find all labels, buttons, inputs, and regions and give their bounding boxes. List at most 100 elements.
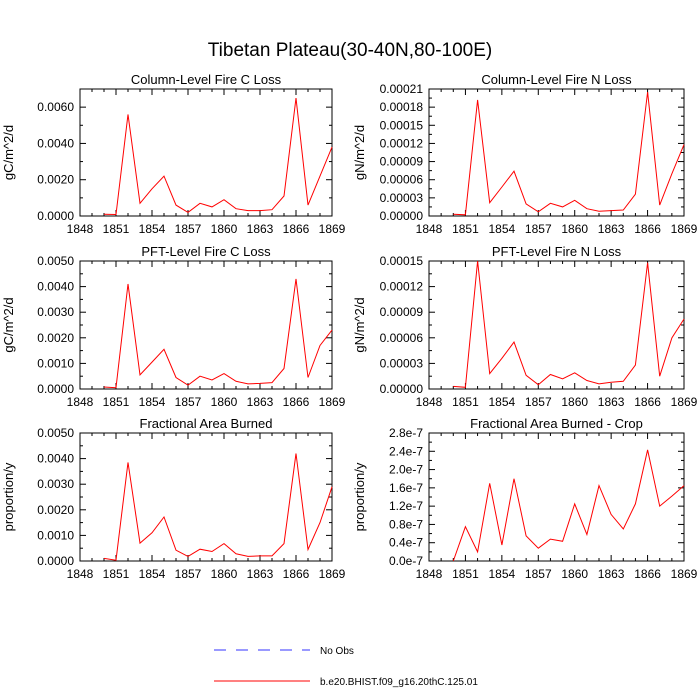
x-tick-label: 1848 (67, 222, 94, 236)
x-tick-label: 1863 (598, 395, 625, 409)
y-tick-label: 0.0050 (37, 254, 74, 268)
y-tick-label: 0.0040 (37, 280, 74, 294)
y-tick-label: 0.8e-7 (389, 517, 423, 531)
y-tick-label: 0.00009 (380, 155, 424, 169)
chart-panel-2: Column-Level Fire N Loss 1848 1851 1854 1857… (352, 72, 698, 236)
y-tick-label: 0.00003 (380, 356, 424, 370)
y-tick-label: 0.0050 (37, 426, 74, 440)
x-tick-label: 1863 (247, 222, 274, 236)
x-tick-label: 1851 (103, 567, 130, 581)
x-tick-label: 1869 (319, 395, 346, 409)
y-tick-label: 0.0020 (37, 331, 74, 345)
y-tick-label: 0.0020 (37, 503, 74, 517)
x-tick-label: 1854 (139, 395, 166, 409)
series-line (103, 278, 333, 389)
x-tick-label: 1866 (634, 222, 661, 236)
x-tick-label: 1860 (561, 395, 588, 409)
x-tick-label: 1851 (452, 222, 479, 236)
y-tick-label: 0.0060 (37, 100, 74, 114)
plot-frame (428, 432, 685, 562)
y-tick-label: 0.00018 (380, 100, 424, 114)
y-tick-label: 0.00003 (380, 191, 424, 205)
x-tick-label: 1854 (139, 222, 166, 236)
y-tick-label: 0.0000 (37, 554, 74, 568)
series-line (452, 449, 685, 562)
y-axis-label: gC/m^2/d (1, 297, 16, 352)
y-tick-label: 0.00012 (380, 136, 424, 150)
legend-series-label: b.e20.BHIST.f09_g16.20thC.125.01 (320, 677, 478, 688)
panel-title: PFT-Level Fire C Loss (141, 244, 271, 259)
x-tick-label: 1866 (283, 567, 310, 581)
panel-title: PFT-Level Fire N Loss (492, 244, 622, 259)
x-tick-label: 1857 (525, 567, 552, 581)
chart-panel-1: Column-Level Fire C Loss 1848 1851 1854 1857… (1, 72, 346, 236)
y-axis-label: proportion/y (352, 462, 367, 531)
panel-title: Fractional Area Burned - Crop (470, 416, 643, 431)
x-tick-label: 1860 (561, 222, 588, 236)
x-tick-label: 1866 (283, 222, 310, 236)
series-line (453, 260, 685, 388)
x-tick-label: 1869 (671, 222, 698, 236)
x-tick-label: 1866 (634, 395, 661, 409)
y-axis-label: gN/m^2/d (352, 297, 367, 352)
x-tick-label: 1857 (525, 222, 552, 236)
y-tick-label: 0.0040 (37, 452, 74, 466)
x-tick-label: 1854 (489, 395, 516, 409)
chart-panel-4: PFT-Level Fire N Loss 1848 1851 1854 1857 186… (352, 244, 698, 409)
y-tick-label: 0.00021 (380, 82, 424, 96)
panel-title: Column-Level Fire N Loss (481, 72, 632, 87)
y-tick-label: 0.00009 (380, 305, 424, 319)
x-tick-label: 1851 (452, 395, 479, 409)
x-tick-label: 1869 (671, 395, 698, 409)
y-tick-label: 1.6e-7 (389, 481, 423, 495)
series-line (103, 98, 333, 216)
x-tick-label: 1860 (211, 395, 238, 409)
y-tick-label: 0.00015 (380, 118, 424, 132)
y-tick-label: 0.0040 (37, 136, 74, 150)
chart-panel-5: Fractional Area Burned 1848 1851 1854 1857 18… (1, 416, 346, 581)
legend: No Obs b.e20.BHIST.f09_g16.20thC.125.01 (214, 646, 478, 688)
y-tick-label: 0.0010 (37, 528, 74, 542)
y-tick-label: 0.0e-7 (389, 554, 423, 568)
y-tick-label: 0.4e-7 (389, 536, 423, 550)
x-tick-label: 1851 (452, 567, 479, 581)
x-tick-label: 1866 (634, 567, 661, 581)
series-line (103, 453, 333, 561)
plot-frame (79, 88, 333, 217)
x-tick-label: 1860 (211, 222, 238, 236)
y-axis-label: gC/m^2/d (1, 125, 16, 180)
x-tick-label: 1857 (175, 395, 202, 409)
chart-panel-3: PFT-Level Fire C Loss 1848 1851 1854 1857 186… (1, 244, 346, 409)
x-tick-label: 1863 (598, 567, 625, 581)
y-tick-label: 2.4e-7 (389, 444, 423, 458)
x-tick-label: 1866 (283, 395, 310, 409)
x-tick-label: 1848 (416, 567, 443, 581)
x-tick-label: 1869 (671, 567, 698, 581)
y-tick-label: 0.00006 (380, 173, 424, 187)
chart-panel-6: Fractional Area Burned - Crop 1848 1851 185… (352, 416, 698, 581)
legend-no-obs-label: No Obs (320, 646, 354, 657)
y-tick-label: 0.0010 (37, 356, 74, 370)
y-axis-label: proportion/y (1, 462, 16, 531)
series-line (453, 91, 685, 216)
x-tick-label: 1848 (67, 395, 94, 409)
y-tick-label: 0.0000 (37, 209, 74, 223)
x-tick-label: 1851 (103, 222, 130, 236)
y-tick-label: 0.0000 (37, 382, 74, 396)
x-tick-label: 1860 (561, 567, 588, 581)
y-tick-label: 0.0030 (37, 305, 74, 319)
x-tick-label: 1869 (319, 567, 346, 581)
x-tick-label: 1857 (175, 567, 202, 581)
x-tick-label: 1863 (598, 222, 625, 236)
y-axis-label: gN/m^2/d (352, 125, 367, 180)
x-tick-label: 1863 (247, 567, 274, 581)
y-tick-label: 0.00006 (380, 331, 424, 345)
x-tick-label: 1854 (139, 567, 166, 581)
y-tick-label: 1.2e-7 (389, 499, 423, 513)
y-tick-label: 0.0030 (37, 477, 74, 491)
x-tick-label: 1857 (525, 395, 552, 409)
y-tick-label: 0.00012 (380, 280, 424, 294)
x-tick-label: 1848 (416, 222, 443, 236)
x-tick-label: 1854 (489, 567, 516, 581)
